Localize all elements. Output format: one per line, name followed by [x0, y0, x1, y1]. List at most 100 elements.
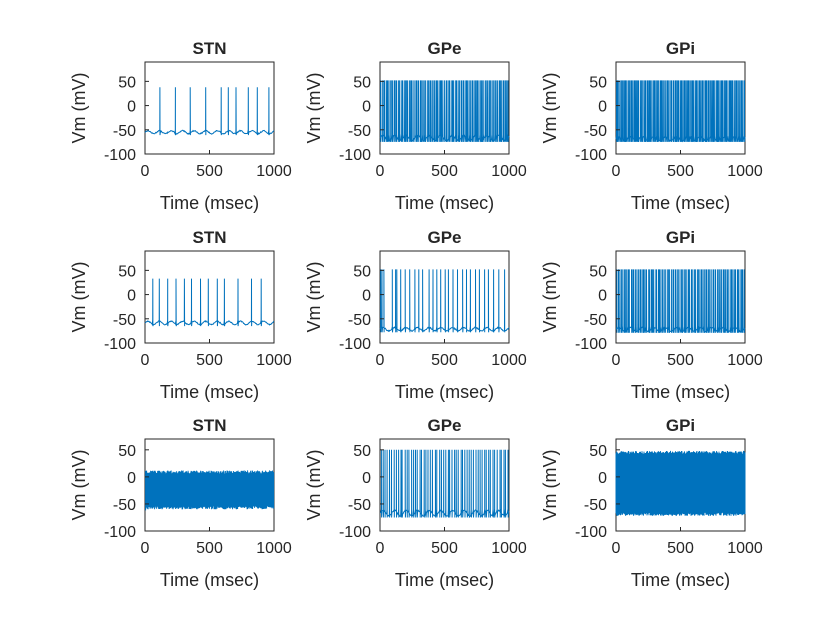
y-tick-label: -50: [584, 312, 607, 329]
membrane-potential-trace: [615, 269, 746, 333]
y-tick-label: -50: [348, 123, 371, 140]
x-tick-label: 1000: [491, 352, 527, 369]
y-tick-label: -100: [575, 147, 607, 164]
membrane-potential-trace: [144, 87, 275, 136]
y-tick-label: -100: [339, 524, 371, 541]
subplot-title: GPe: [427, 39, 461, 58]
x-tick-label: 0: [376, 352, 385, 369]
x-tick-label: 0: [141, 352, 150, 369]
y-tick-label: -100: [339, 147, 371, 164]
x-tick-label: 500: [196, 540, 223, 557]
y-tick-label: -100: [339, 336, 371, 353]
y-tick-label: 50: [353, 443, 371, 460]
y-tick-label: 50: [353, 74, 371, 91]
x-tick-label: 1000: [727, 163, 763, 180]
y-tick-label: 0: [598, 99, 607, 116]
x-tick-label: 0: [376, 540, 385, 557]
x-tick-label: 500: [667, 163, 694, 180]
x-tick-label: 1000: [256, 540, 292, 557]
subplot-title: GPi: [666, 228, 695, 247]
x-tick-label: 500: [431, 540, 458, 557]
y-tick-label: -100: [104, 524, 136, 541]
y-tick-label: 0: [362, 99, 371, 116]
x-tick-label: 0: [376, 163, 385, 180]
membrane-potential-trace: [379, 269, 510, 333]
x-tick-label: 500: [667, 540, 694, 557]
x-tick-label: 500: [431, 352, 458, 369]
y-tick-label: -100: [104, 336, 136, 353]
x-axis-label: Time (msec): [395, 382, 494, 402]
x-tick-label: 500: [431, 163, 458, 180]
y-tick-label: 50: [589, 443, 607, 460]
membrane-potential-trace: [615, 450, 746, 516]
y-tick-label: 0: [127, 470, 136, 487]
x-tick-label: 1000: [727, 540, 763, 557]
y-tick-label: 0: [598, 288, 607, 305]
x-tick-label: 500: [196, 163, 223, 180]
x-axis-label: Time (msec): [160, 570, 259, 590]
y-tick-label: -50: [584, 497, 607, 514]
x-tick-label: 500: [667, 352, 694, 369]
x-tick-label: 0: [141, 540, 150, 557]
x-tick-label: 1000: [491, 540, 527, 557]
membrane-potential-trace: [379, 80, 510, 143]
x-tick-label: 500: [196, 352, 223, 369]
x-tick-label: 1000: [256, 352, 292, 369]
y-tick-label: 50: [353, 263, 371, 280]
subplot-title: GPi: [666, 39, 695, 58]
y-axis-label: Vm (mV): [69, 450, 89, 521]
subplot-title: GPe: [427, 228, 461, 247]
y-tick-label: 0: [362, 470, 371, 487]
y-tick-label: -100: [575, 336, 607, 353]
x-tick-label: 0: [612, 163, 621, 180]
x-axis-label: Time (msec): [631, 570, 730, 590]
x-axis-label: Time (msec): [395, 570, 494, 590]
subplot-title: GPe: [427, 416, 461, 435]
y-tick-label: -50: [584, 123, 607, 140]
y-axis-label: Vm (mV): [69, 262, 89, 333]
x-tick-label: 1000: [491, 163, 527, 180]
y-tick-label: -50: [113, 497, 136, 514]
x-axis-label: Time (msec): [631, 193, 730, 213]
x-tick-label: 0: [612, 352, 621, 369]
x-axis-label: Time (msec): [160, 382, 259, 402]
x-tick-label: 1000: [727, 352, 763, 369]
y-tick-label: -50: [113, 312, 136, 329]
y-tick-label: -100: [575, 524, 607, 541]
membrane-potential-trace: [144, 278, 275, 327]
x-tick-label: 0: [141, 163, 150, 180]
membrane-potential-trace: [145, 470, 275, 511]
subplot-title: STN: [193, 228, 227, 247]
membrane-potential-trace: [379, 449, 510, 518]
plot-area: [144, 61, 275, 155]
y-axis-label: Vm (mV): [540, 262, 560, 333]
subplot-title: STN: [193, 416, 227, 435]
y-axis-label: Vm (mV): [540, 450, 560, 521]
y-tick-label: 0: [362, 288, 371, 305]
x-axis-label: Time (msec): [160, 193, 259, 213]
x-tick-label: 1000: [256, 163, 292, 180]
y-tick-label: 50: [118, 263, 136, 280]
y-tick-label: -50: [113, 123, 136, 140]
y-tick-label: 50: [589, 263, 607, 280]
y-axis-label: Vm (mV): [304, 262, 324, 333]
y-tick-label: 50: [118, 443, 136, 460]
y-axis-label: Vm (mV): [540, 73, 560, 144]
x-axis-label: Time (msec): [395, 193, 494, 213]
subplot-title: STN: [193, 39, 227, 58]
membrane-potential-trace: [615, 80, 746, 143]
y-tick-label: -100: [104, 147, 136, 164]
y-tick-label: -50: [348, 312, 371, 329]
y-tick-label: 0: [127, 99, 136, 116]
x-axis-label: Time (msec): [631, 382, 730, 402]
x-tick-label: 0: [612, 540, 621, 557]
y-axis-label: Vm (mV): [69, 73, 89, 144]
